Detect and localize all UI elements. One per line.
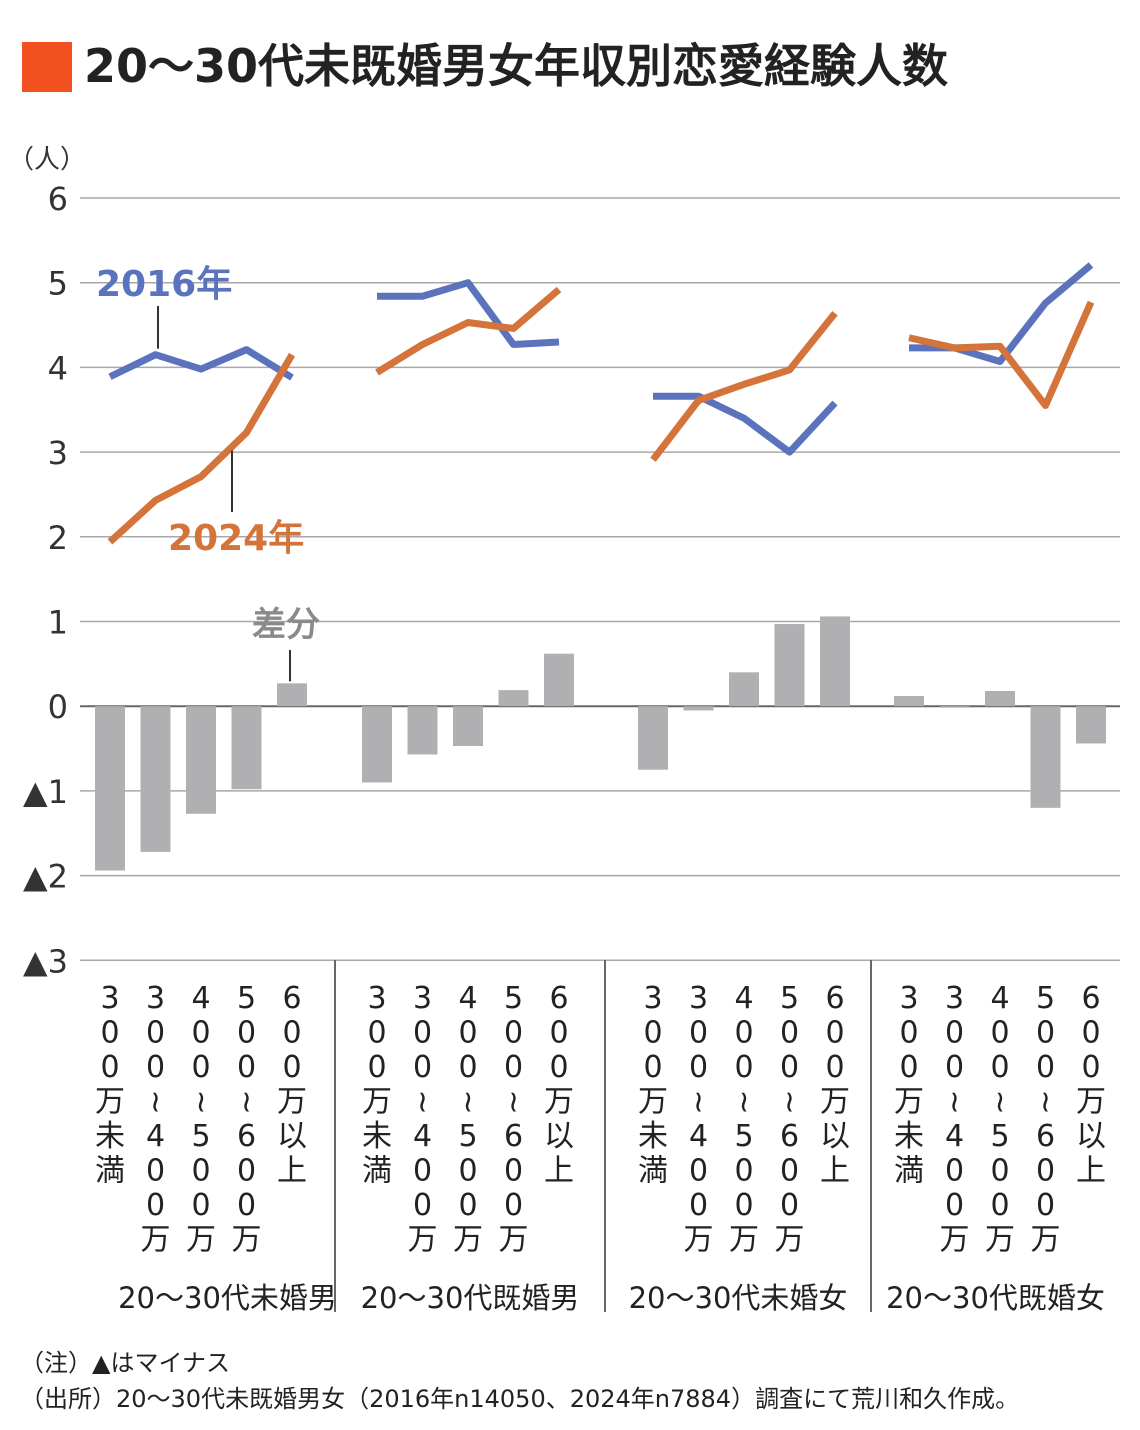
x-tick-label: 5 0 0 ≀ 6 0 0 万 — [1031, 981, 1061, 1258]
diff-bar — [729, 672, 759, 707]
diff-bar — [1030, 706, 1061, 808]
y-tick-label: 5 — [48, 265, 68, 303]
y-tick-label: 0 — [48, 688, 68, 726]
x-tick-label: 6 0 0 万以上 — [277, 981, 307, 1189]
x-tick-label: 3 0 0 ≀ 4 0 0 万 — [408, 981, 438, 1258]
diff-bar — [985, 690, 1015, 707]
diff-bar — [186, 706, 216, 814]
line-2024 — [908, 300, 1095, 410]
x-tick-label: 3 0 0 万未満 — [638, 981, 668, 1189]
x-tick-label: 5 0 0 ≀ 6 0 0 万 — [499, 981, 529, 1258]
diff-bar — [362, 706, 392, 783]
group-label: 20〜30代既婚男 — [361, 1281, 580, 1315]
notes: （注）▲はマイナス （出所）20〜30代未既婚男女（2016年n14050、20… — [20, 1345, 1019, 1417]
title-accent-square — [22, 42, 72, 92]
diff-bar — [140, 706, 171, 852]
y-tick-label: 6 — [48, 180, 68, 218]
line-2016 — [653, 392, 838, 456]
x-tick-label: 3 0 0 万未満 — [95, 981, 125, 1189]
y-tick-label: ▲1 — [23, 773, 68, 811]
diff-bar — [407, 706, 438, 755]
note-text: （注）▲はマイナス — [20, 1349, 230, 1377]
diff-bar — [683, 706, 714, 711]
line-2024 — [650, 311, 838, 462]
diff-bar — [894, 696, 924, 707]
diff-bar — [638, 706, 668, 770]
y-tick-label: 4 — [48, 349, 68, 387]
diff-bar — [231, 706, 262, 790]
y-tick-label: 3 — [48, 434, 68, 472]
group-label: 20〜30代既婚女 — [886, 1281, 1105, 1315]
x-tick-label: 5 0 0 ≀ 6 0 0 万 — [775, 981, 805, 1258]
label-2024: 2024年 — [168, 518, 304, 559]
x-tick-label: 3 0 0 ≀ 4 0 0 万 — [684, 981, 714, 1258]
y-tick-label: 2 — [48, 519, 68, 557]
x-tick-label: 3 0 0 万未満 — [362, 981, 392, 1189]
diff-bar — [1076, 706, 1106, 744]
group-label: 20〜30代未婚男 — [118, 1281, 337, 1315]
diff-bar — [544, 653, 574, 707]
x-tick-label: 3 0 0 ≀ 4 0 0 万 — [141, 981, 171, 1258]
x-tick-label: 6 0 0 万以上 — [1076, 981, 1106, 1189]
x-tick-label: 4 0 0 ≀ 5 0 0 万 — [985, 981, 1015, 1258]
x-tick-label: 6 0 0 万以上 — [820, 981, 850, 1189]
line-2024 — [107, 352, 296, 545]
x-tick-label: 6 0 0 万以上 — [544, 981, 574, 1189]
x-tick-label: 5 0 0 ≀ 6 0 0 万 — [232, 981, 262, 1258]
line-2016 — [377, 279, 560, 349]
y-tick-label: ▲2 — [23, 858, 68, 896]
diff-bar — [95, 706, 125, 871]
x-tick-label: 4 0 0 ≀ 5 0 0 万 — [453, 981, 483, 1258]
diff-bar — [774, 624, 805, 707]
diff-bar — [277, 683, 307, 707]
x-tick-label: 3 0 0 ≀ 4 0 0 万 — [940, 981, 970, 1258]
x-tick-label: 4 0 0 ≀ 5 0 0 万 — [729, 981, 759, 1258]
page-title: 20〜30代未既婚男女年収別恋愛経験人数 — [84, 39, 949, 93]
label-2016: 2016年 — [96, 264, 232, 305]
line-2016 — [108, 346, 294, 381]
diff-bar — [820, 616, 850, 707]
diff-bar — [453, 706, 483, 747]
label-diff: 差分 — [252, 605, 320, 645]
x-tick-label: 4 0 0 ≀ 5 0 0 万 — [186, 981, 216, 1258]
y-tick-label: ▲3 — [23, 942, 68, 980]
y-unit-label: （人） — [8, 145, 86, 175]
diff-bar — [939, 706, 970, 708]
group-label: 20〜30代未婚女 — [629, 1281, 848, 1315]
line-2024 — [375, 286, 562, 376]
y-tick-label: 1 — [48, 604, 68, 642]
diff-bar — [498, 690, 529, 707]
source-text: （出所）20〜30代未既婚男女（2016年n14050、2024年n7884）調… — [20, 1385, 1020, 1413]
x-tick-label: 3 0 0 万未満 — [894, 981, 924, 1189]
